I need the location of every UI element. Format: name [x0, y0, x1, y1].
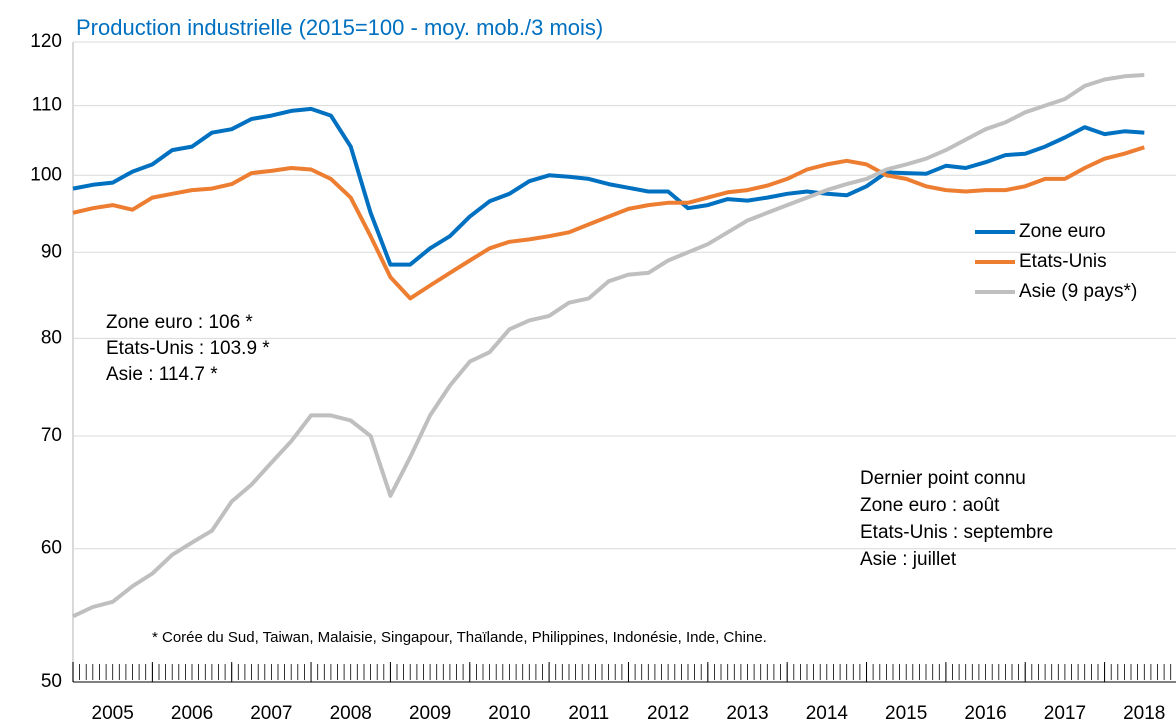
minor-ticks	[72, 664, 1172, 680]
x-tick-label: 2006	[171, 703, 213, 724]
y-tick-label: 120	[30, 31, 62, 52]
chart-title: Production industrielle (2015=100 - moy.…	[76, 15, 603, 40]
note: Zone euro : août	[860, 495, 1000, 516]
x-tick-label: 2010	[488, 703, 530, 724]
x-tick-label: 2014	[806, 703, 849, 724]
x-tick-label: 2013	[726, 703, 768, 724]
series-line	[72, 145, 1145, 301]
y-tick-label: 80	[41, 327, 62, 348]
x-tick-label: 2012	[647, 703, 689, 724]
legend-label: Zone euro	[1019, 221, 1106, 242]
note: Asie : juillet	[860, 549, 957, 570]
x-tick-label: 2011	[568, 703, 609, 724]
note: Etats-Unis : septembre	[860, 522, 1053, 543]
x-tick-label: 2008	[330, 703, 372, 724]
annotation: Asie : 114.7 *	[106, 364, 218, 385]
legend-label: Asie (9 pays*)	[1019, 281, 1137, 302]
series-line	[72, 73, 1145, 619]
y-tick-label: 100	[30, 164, 62, 185]
note: Dernier point connu	[860, 468, 1026, 489]
x-tick-label: 2009	[409, 703, 451, 724]
annotation: Zone euro : 106 *	[106, 312, 253, 333]
x-tick-label: 2007	[250, 703, 292, 724]
x-tick-label: 2016	[964, 703, 1006, 724]
x-tick-label: 2015	[885, 703, 927, 724]
y-tick-label: 60	[41, 538, 62, 559]
x-tick-label: 2018	[1123, 703, 1165, 724]
x-tick-label: 2017	[1044, 703, 1086, 724]
y-tick-label: 110	[32, 95, 62, 116]
x-tick-label: 2005	[92, 703, 134, 724]
y-tick-label: 90	[41, 241, 62, 262]
y-tick-label: 70	[41, 425, 62, 446]
footnote: * Corée du Sud, Taiwan, Malaisie, Singap…	[152, 629, 767, 646]
annotation: Etats-Unis : 103.9 *	[106, 338, 270, 359]
legend-label: Etats-Unis	[1019, 251, 1107, 272]
y-tick-label: 50	[41, 671, 62, 692]
series-line	[72, 106, 1145, 267]
